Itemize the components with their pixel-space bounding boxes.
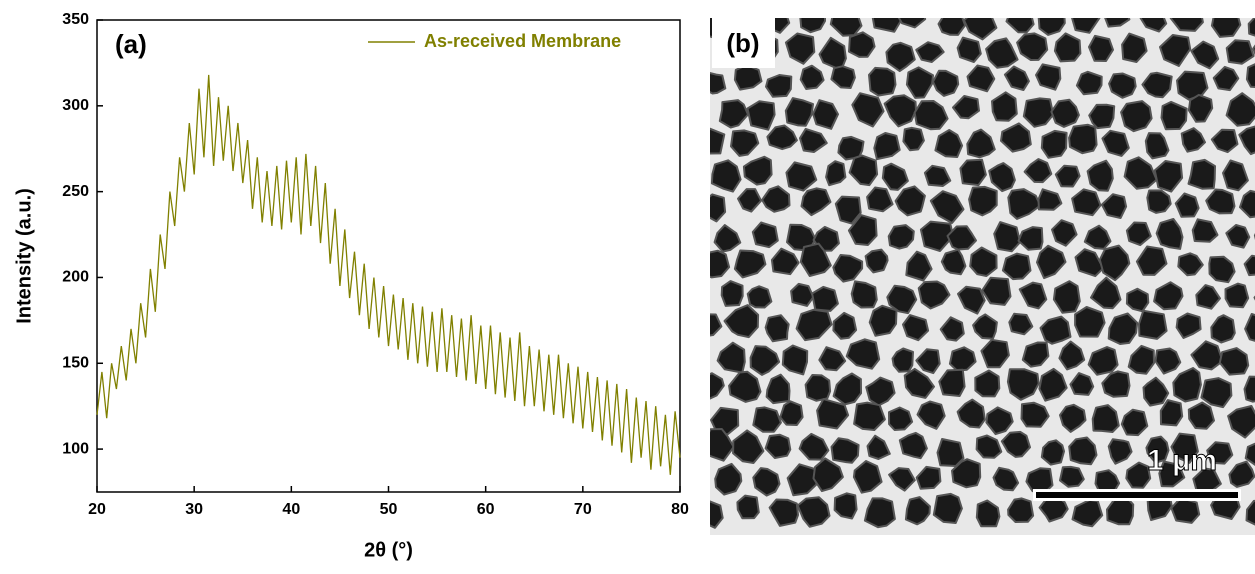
pore — [903, 128, 924, 151]
y-axis-label: Intensity (a.u.) — [13, 188, 35, 324]
pore — [1069, 125, 1097, 153]
pore — [1121, 101, 1152, 131]
pore — [872, 5, 902, 32]
y-tick-label: 100 — [62, 440, 89, 457]
panel-label: (a) — [115, 29, 147, 59]
pore — [1089, 36, 1113, 61]
pore — [960, 160, 986, 185]
x-tick-label: 80 — [671, 501, 689, 518]
legend-label: As-received Membrane — [424, 31, 621, 51]
pore — [766, 315, 789, 341]
pore — [753, 223, 778, 248]
pore — [1022, 403, 1049, 427]
scale-bar-label: 1 μm — [1147, 444, 1217, 477]
pore — [1147, 190, 1170, 213]
y-tick-label: 350 — [62, 11, 89, 28]
x-tick-label: 60 — [477, 501, 495, 518]
pore — [702, 251, 730, 278]
pore — [1039, 6, 1065, 35]
pore — [786, 98, 813, 126]
pore — [1212, 6, 1240, 37]
pore — [939, 13, 966, 35]
pore — [1075, 307, 1105, 337]
pore — [889, 408, 912, 431]
pore — [1042, 131, 1067, 158]
pore — [1026, 468, 1052, 492]
x-tick-label: 40 — [282, 501, 300, 518]
pore — [938, 439, 964, 466]
pore — [780, 401, 802, 425]
pore — [869, 68, 896, 96]
x-tick-label: 30 — [185, 501, 203, 518]
pore — [1249, 14, 1255, 39]
pore — [812, 287, 838, 311]
pore — [1139, 311, 1167, 339]
pore — [1077, 72, 1102, 94]
pore — [800, 4, 825, 32]
pore — [748, 101, 775, 130]
pore — [1008, 498, 1033, 522]
pore — [934, 494, 962, 523]
plot-frame — [97, 20, 680, 492]
x-tick-label: 20 — [88, 501, 106, 518]
pore — [1060, 467, 1084, 487]
pore — [753, 407, 781, 431]
x-axis-label: 2θ (°) — [364, 539, 413, 561]
pore — [1226, 284, 1249, 308]
pore — [958, 38, 981, 62]
y-tick-label: 200 — [62, 269, 89, 286]
pore — [702, 72, 726, 93]
y-tick-label: 250 — [62, 183, 89, 200]
pore — [699, 500, 723, 527]
panel-label: (b) — [726, 28, 759, 58]
pore — [737, 496, 758, 519]
y-tick-label: 150 — [62, 354, 89, 371]
pore — [722, 281, 743, 306]
pore — [1003, 254, 1031, 280]
pore — [1189, 160, 1216, 189]
y-tick-label: 300 — [62, 97, 89, 114]
pore — [699, 128, 725, 154]
pore — [994, 222, 1020, 251]
x-tick-label: 70 — [574, 501, 592, 518]
scale-bar — [1036, 492, 1238, 498]
pore — [832, 438, 859, 463]
data-line — [97, 75, 680, 475]
pore — [748, 286, 772, 307]
pore — [806, 375, 831, 401]
pore — [766, 75, 791, 97]
pore — [1162, 102, 1187, 129]
x-tick-label: 50 — [380, 501, 398, 518]
